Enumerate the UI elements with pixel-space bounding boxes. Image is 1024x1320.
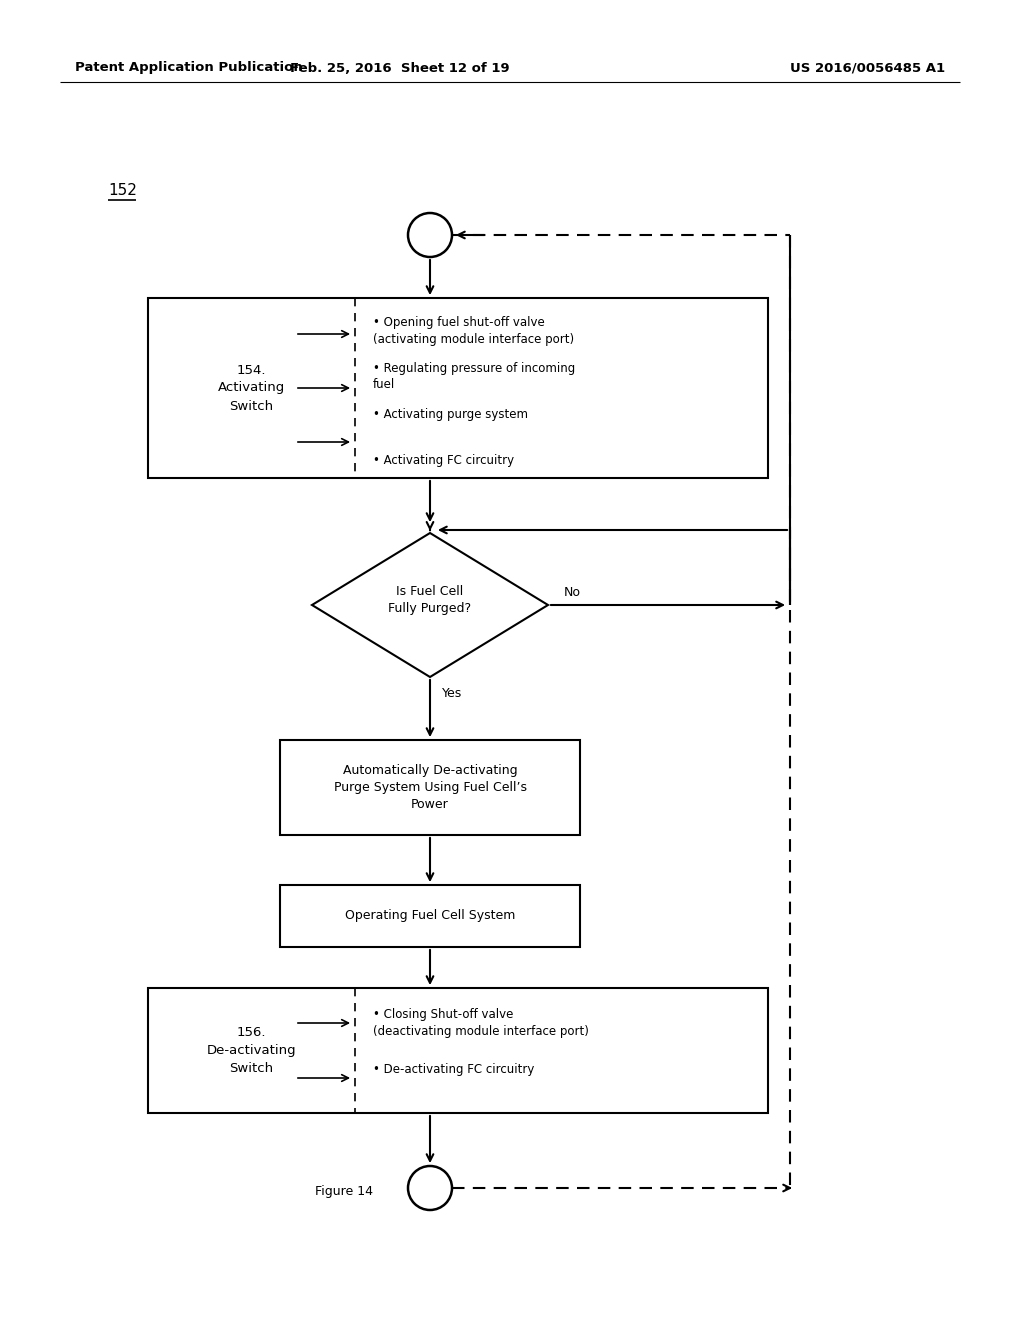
Bar [148, 298, 768, 478]
Text: • Opening fuel shut-off valve
(activating module interface port): • Opening fuel shut-off valve (activatin… [373, 315, 574, 346]
Bar [280, 884, 580, 946]
Text: 156.
De-activating
Switch: 156. De-activating Switch [207, 1026, 296, 1074]
Text: US 2016/0056485 A1: US 2016/0056485 A1 [790, 62, 945, 74]
Text: Feb. 25, 2016  Sheet 12 of 19: Feb. 25, 2016 Sheet 12 of 19 [290, 62, 510, 74]
Text: • Activating FC circuitry: • Activating FC circuitry [373, 454, 514, 467]
Text: No: No [564, 586, 581, 599]
Text: Patent Application Publication: Patent Application Publication [75, 62, 303, 74]
Text: • Closing Shut-off valve
(deactivating module interface port): • Closing Shut-off valve (deactivating m… [373, 1008, 589, 1038]
Text: • Activating purge system: • Activating purge system [373, 408, 528, 421]
Text: Is Fuel Cell
Fully Purged?: Is Fuel Cell Fully Purged? [388, 585, 472, 615]
Text: Yes: Yes [442, 686, 462, 700]
Bar [148, 987, 768, 1113]
Text: Automatically De-activating
Purge System Using Fuel Cell’s
Power: Automatically De-activating Purge System… [334, 764, 526, 810]
Text: 152: 152 [108, 183, 137, 198]
Text: • De-activating FC circuitry: • De-activating FC circuitry [373, 1063, 535, 1076]
Text: Figure 14: Figure 14 [315, 1184, 373, 1197]
Bar [280, 741, 580, 836]
Text: 154.
Activating
Switch: 154. Activating Switch [218, 363, 285, 412]
Text: Operating Fuel Cell System: Operating Fuel Cell System [345, 909, 515, 923]
Text: • Regulating pressure of incoming
fuel: • Regulating pressure of incoming fuel [373, 362, 575, 392]
